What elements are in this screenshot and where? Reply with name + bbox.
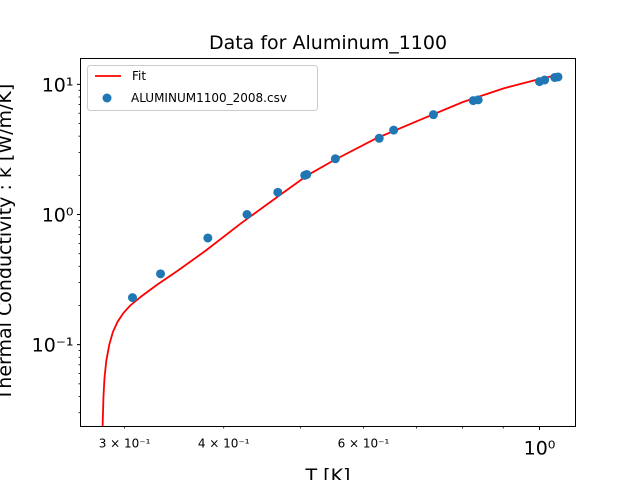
legend-scatter-swatch (102, 93, 112, 103)
legend-scatter-label: ALUMINUM1100_2008.csv (131, 91, 287, 105)
x-tick-label: 10⁰ (524, 438, 556, 460)
data-point (128, 293, 138, 303)
data-point (330, 154, 340, 164)
data-point (540, 75, 550, 85)
x-axis-label: T [K] (305, 465, 351, 480)
y-tick-label: 10¹ (42, 74, 74, 96)
y-tick-label: 10⁻¹ (32, 335, 74, 357)
legend-fit-label: Fit (132, 69, 146, 83)
legend: Fit ALUMINUM1100_2008.csv (87, 65, 318, 111)
data-point (242, 210, 252, 219)
data-point (273, 187, 283, 197)
data-point (428, 110, 438, 120)
data-point (203, 233, 213, 243)
y-axis-label: Thermal Conductivity : k [W/m/K] (0, 84, 16, 402)
data-point (374, 133, 384, 143)
x-tick-label: 4 × 10⁻¹ (198, 437, 250, 451)
legend-box (87, 65, 318, 111)
plot-area (101, 72, 563, 427)
x-tick-label: 3 × 10⁻¹ (99, 437, 151, 451)
chart-title: Data for Aluminum_1100 (209, 32, 447, 54)
data-point (389, 125, 399, 135)
data-point (553, 72, 563, 82)
fit-line (101, 73, 560, 427)
axes-frame (80, 58, 576, 427)
data-point (302, 169, 312, 179)
data-point (156, 269, 166, 279)
y-tick-label: 10⁰ (42, 205, 74, 227)
x-tick-label: 6 × 10⁻¹ (338, 437, 390, 451)
data-point (473, 95, 483, 105)
axis-ticks: 3 × 10⁻¹ 4 × 10⁻¹ 6 × 10⁻¹ 10⁰ 10⁻¹ 10⁰ 10¹ (32, 74, 556, 459)
